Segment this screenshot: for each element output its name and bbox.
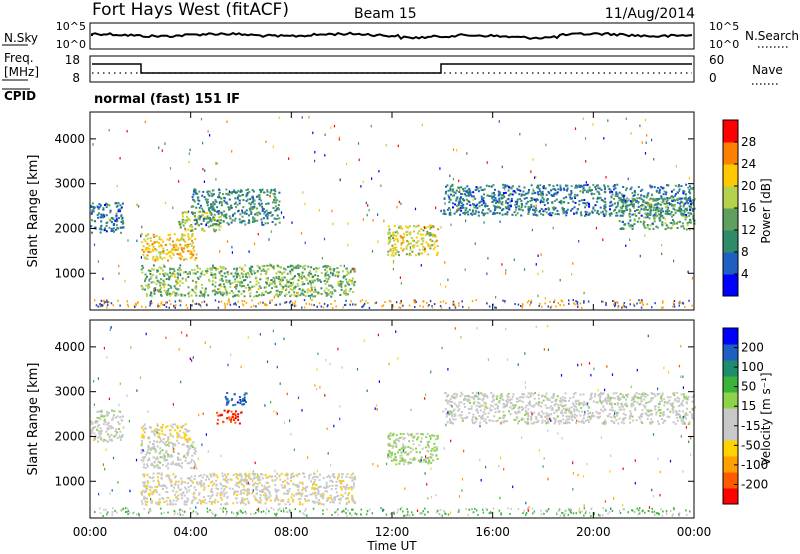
region-afternoon-band <box>442 391 696 425</box>
colorbar-tick-label: 12 <box>741 223 756 237</box>
nave-tick-top: 60 <box>709 53 724 67</box>
nsearch-label: N.Search <box>745 29 799 43</box>
nsky-tick-bottom: 10^0 <box>56 38 86 51</box>
region-low-band <box>140 264 357 298</box>
y-tick-label: 3000 <box>54 177 85 191</box>
x-tick-label: 16:00 <box>475 525 510 539</box>
station-title: Fort Hays West (fitACF) <box>92 0 289 20</box>
region-morning-orange <box>140 423 192 443</box>
colorbar-tick-label: 200 <box>741 341 764 355</box>
x-tick-label: 08:00 <box>274 525 309 539</box>
time-axis-title: Time UT <box>366 539 417 553</box>
time-axis: 00:00 04:00 08:00 12:00 16:00 20:00 00:00 <box>73 525 712 539</box>
region-red-blob <box>216 409 243 425</box>
colorbar-tick-label: 15 <box>741 399 756 413</box>
colorbar-tick-label: 100 <box>741 360 764 374</box>
x-tick-label: 00:00 <box>677 525 712 539</box>
colorbar-cell <box>723 344 738 361</box>
region-morning-arc-upper <box>178 210 222 233</box>
colorbar-cell <box>723 408 738 425</box>
speckle <box>92 116 693 309</box>
nsky-tick-top: 10^5 <box>56 20 86 33</box>
speckle <box>93 324 692 517</box>
region-low-band <box>140 472 357 506</box>
cpid-text: normal (fast) 151 IF <box>94 92 240 107</box>
colorbar-cell <box>723 456 738 473</box>
x-tick-label: 00:00 <box>73 525 108 539</box>
velocity-scatter-data <box>90 324 696 517</box>
colorbar-cell <box>723 120 738 143</box>
power-colorbar-label: Power [dB] <box>759 178 773 243</box>
y-tick-label: 1000 <box>54 266 85 280</box>
colorbar-cell <box>723 472 738 489</box>
colorbar-cell <box>723 392 738 409</box>
colorbar-tick-label: 28 <box>741 135 756 149</box>
power-colorbar: 28 24 20 16 12 8 4 <box>722 119 756 297</box>
freq-unit: [MHz] <box>4 65 39 79</box>
colorbar-cell <box>723 440 738 457</box>
colorbar-cell <box>723 164 738 187</box>
y-tick-label: 2000 <box>54 221 85 235</box>
cpid-label: CPID <box>4 89 36 103</box>
colorbar-cell <box>723 488 738 505</box>
colorbar-tick-label: -100 <box>741 458 768 472</box>
region-morning-arc <box>140 441 198 470</box>
colorbar-tick-label: 4 <box>741 267 749 281</box>
colorbar-cell <box>723 376 738 393</box>
velocity-colorbar-label: Velocity [m s⁻¹] <box>759 372 773 465</box>
region-blue-blob <box>224 392 248 407</box>
y-tick-label: 3000 <box>54 385 85 399</box>
x-tick-label: 20:00 <box>576 525 611 539</box>
freq-tick-bottom: 8 <box>72 71 80 85</box>
beam-label: Beam 15 <box>354 6 417 22</box>
y-tick-label: 4000 <box>54 132 85 146</box>
colorbar-cell <box>723 142 738 165</box>
nsearch-tick-bottom: 10^0 <box>709 38 739 51</box>
velocity-ylabel: Slant Range [km] <box>26 363 41 476</box>
region-early-band <box>90 202 125 234</box>
colorbar-tick-label: -200 <box>741 477 768 491</box>
colorbar-tick-label: -50 <box>741 438 761 452</box>
freq-panel: Freq. [MHz] 18 8 60 0 Nave <box>2 51 783 85</box>
y-tick-label: 4000 <box>54 340 85 354</box>
noise-panel: N.Sky 10^5 10^0 10^5 10^0 N.Search <box>2 20 799 51</box>
colorbar-tick-label: 24 <box>741 157 756 171</box>
colorbar-tick-label: 20 <box>741 179 756 193</box>
colorbar-tick-label: 50 <box>741 380 756 394</box>
colorbar-cell <box>723 252 738 275</box>
region-early-band <box>90 409 125 443</box>
colorbar-cell <box>723 360 738 377</box>
colorbar-cell <box>723 328 738 345</box>
region-noon-patch <box>387 224 440 257</box>
velocity-colorbar: 200 100 50 15 -15 -50 -100 -200 <box>722 327 768 505</box>
region-upper-scatter <box>190 188 281 226</box>
nsky-label: N.Sky <box>4 31 38 45</box>
nave-tick-bottom: 0 <box>709 71 717 85</box>
y-tick-label: 2000 <box>54 429 85 443</box>
region-noon-patch <box>387 432 439 466</box>
y-tick-label: 1000 <box>54 474 85 488</box>
nsearch-tick-top: 10^5 <box>709 20 739 33</box>
nave-label: Nave <box>752 63 783 77</box>
freq-tick-top: 18 <box>65 53 80 67</box>
freq-label: Freq. <box>4 51 34 65</box>
x-tick-label: 04:00 <box>173 525 208 539</box>
x-tick-label: 12:00 <box>375 525 410 539</box>
colorbar-tick-label: 8 <box>741 245 749 259</box>
region-morning-arc <box>140 233 198 262</box>
colorbar-cell <box>723 208 738 231</box>
colorbar-cell <box>723 230 738 253</box>
colorbar-cell <box>723 186 738 209</box>
power-ylabel: Slant Range [km] <box>26 155 41 268</box>
power-panel: 1000 2000 3000 4000 <box>54 111 696 311</box>
colorbar-tick-label: -15 <box>741 419 761 433</box>
colorbar-cell <box>723 424 738 441</box>
power-scatter-data <box>90 116 696 309</box>
colorbar-cell <box>723 274 738 297</box>
velocity-panel: 1000 2000 3000 4000 <box>54 319 696 519</box>
colorbar-tick-label: 16 <box>741 201 756 215</box>
date-label: 11/Aug/2014 <box>605 6 695 22</box>
